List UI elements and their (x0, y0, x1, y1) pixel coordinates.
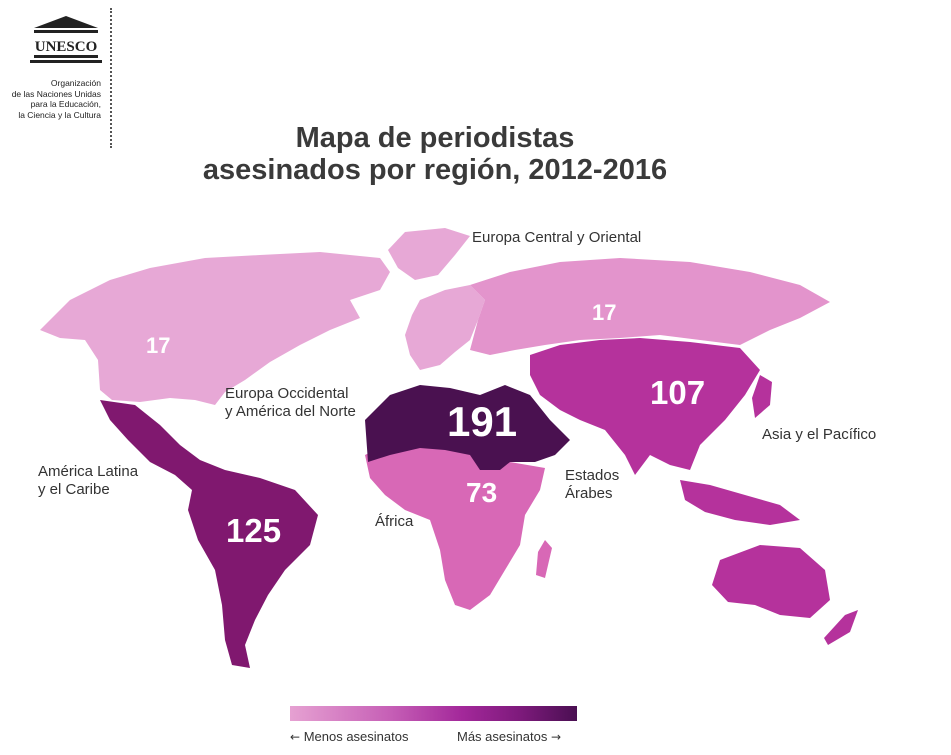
org-line: Organización (50, 78, 101, 88)
label-line: Estados (565, 467, 620, 484)
label-line: Árabes (565, 485, 613, 502)
label-line: y el Caribe (38, 481, 110, 498)
arrow-left-icon: ← (290, 730, 301, 744)
region-japan (752, 375, 772, 418)
legend-more-label: Más asesinatos (457, 729, 548, 744)
value-europa-occidental: 17 (146, 333, 171, 358)
region-southeast-asia (680, 480, 800, 525)
org-line: de las Naciones Unidas (11, 88, 101, 99)
label-line: América Latina (38, 463, 139, 480)
label-europa-central: Europa Central y Oriental (472, 229, 642, 246)
title-line-2: asesinados por región, 2012-2016 (202, 154, 668, 186)
unesco-logo: UNESCO (30, 16, 102, 63)
region-asia-pacific (530, 338, 760, 475)
legend-color-scale (290, 706, 577, 721)
map-title: Mapa de periodistas asesinados por regió… (190, 122, 680, 186)
value-estados-arabes: 191 (447, 398, 518, 445)
label-estados-arabes: Estados Árabes (565, 467, 619, 503)
label-africa: África (375, 513, 414, 530)
divider (110, 8, 112, 148)
label-america-latina: América Latina y el Caribe (38, 463, 138, 499)
legend-less: ← Menos asesinatos (290, 729, 408, 744)
region-arab-states (365, 385, 570, 470)
label-asia-pacifico: Asia y el Pacífico (762, 426, 877, 443)
org-line: para la Educación, (30, 99, 101, 109)
region-australia (712, 545, 830, 618)
logo-wordmark: UNESCO (35, 39, 98, 55)
org-line: la Ciencia y la Cultura (18, 109, 101, 120)
title-line-1: Mapa de periodistas (295, 122, 575, 154)
region-central-eastern-europe (470, 258, 830, 355)
value-america-latina: 125 (226, 512, 282, 549)
region-north-america (40, 252, 390, 405)
organization-name: Organización de las Naciones Unidas para… (0, 78, 101, 120)
legend-more: Más asesinatos → (457, 729, 561, 744)
region-africa (365, 440, 545, 610)
region-greenland (388, 228, 470, 280)
label-europa-occidental: Europa Occidental y América del Norte (225, 385, 356, 421)
value-africa: 73 (466, 477, 498, 508)
legend-less-label: Menos asesinatos (303, 729, 409, 744)
region-madagascar (536, 540, 552, 578)
region-latin-america (100, 400, 318, 668)
region-new-zealand (824, 610, 858, 645)
label-line: Europa Occidental (225, 385, 349, 402)
arrow-right-icon: → (550, 730, 562, 744)
region-western-europe (405, 285, 485, 370)
value-asia-pacifico: 107 (650, 374, 706, 411)
label-line: y América del Norte (225, 403, 356, 420)
value-europa-central: 17 (592, 300, 617, 325)
